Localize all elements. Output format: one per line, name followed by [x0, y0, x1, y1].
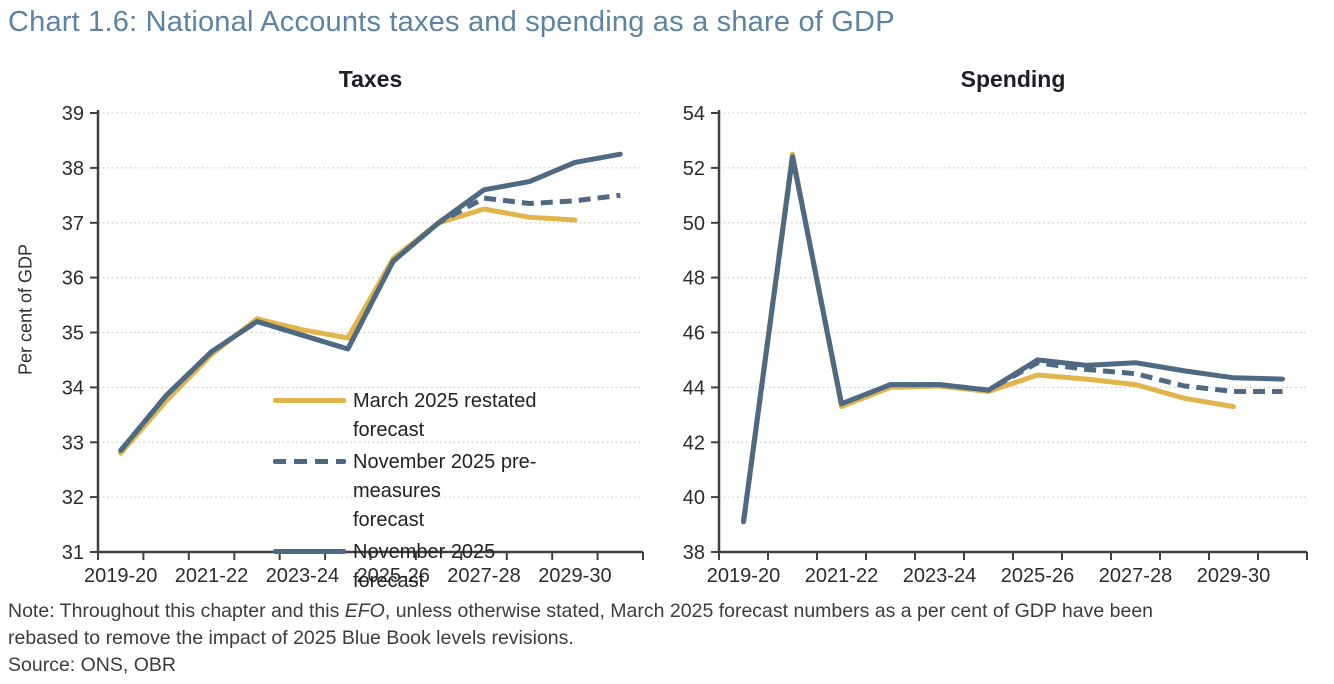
note: Note: Throughout this chapter and this E…: [8, 598, 1334, 679]
svg-text:2027-28: 2027-28: [1099, 565, 1172, 587]
svg-text:54: 54: [683, 103, 705, 125]
legend-item: November 2025 forecast: [273, 538, 618, 596]
svg-text:44: 44: [683, 377, 705, 399]
legend-solid-line-swatch: [273, 549, 346, 554]
svg-text:31: 31: [62, 542, 84, 564]
figure-title: Chart 1.6: National Accounts taxes and s…: [8, 6, 895, 38]
svg-text:50: 50: [683, 213, 705, 235]
legend-dashed-line-swatch: [273, 459, 346, 464]
svg-text:37: 37: [62, 213, 84, 235]
svg-text:38: 38: [683, 542, 705, 564]
svg-text:34: 34: [62, 377, 84, 399]
svg-text:42: 42: [683, 432, 705, 454]
svg-text:2019-20: 2019-20: [707, 565, 780, 587]
legend-item-label: November 2025 pre-measures forecast: [353, 451, 537, 531]
svg-text:52: 52: [683, 158, 705, 180]
legend-item-label: November 2025 forecast: [353, 541, 496, 592]
note-text-cont: , unless otherwise stated, March 2025 fo…: [384, 600, 1154, 622]
legend-solid-line-swatch: [273, 398, 346, 403]
legend: March 2025 restated forecast November 2025…: [273, 387, 618, 599]
svg-text:2023-24: 2023-24: [903, 565, 976, 587]
svg-text:2025-26: 2025-26: [1001, 565, 1074, 587]
svg-text:2019-20: 2019-20: [84, 565, 157, 587]
spending-chart-title: Spending: [960, 66, 1066, 92]
svg-text:46: 46: [683, 323, 705, 345]
svg-text:2021-22: 2021-22: [175, 565, 248, 587]
svg-text:36: 36: [62, 268, 84, 290]
source-line: Source: ONS, OBR: [8, 654, 176, 676]
svg-text:48: 48: [683, 268, 705, 290]
legend-item: November 2025 pre-measures forecast: [273, 448, 618, 535]
svg-text:35: 35: [62, 323, 84, 345]
svg-text:2021-22: 2021-22: [805, 565, 878, 587]
note-line2: rebased to remove the impact of 2025 Blu…: [8, 627, 574, 649]
svg-text:2025-26: 2025-26: [356, 565, 429, 587]
svg-text:39: 39: [62, 103, 84, 125]
svg-text:33: 33: [62, 432, 84, 454]
taxes-chart-title: Taxes: [338, 66, 403, 92]
legend-item: March 2025 restated forecast: [273, 387, 618, 445]
note-text: Note: Throughout this chapter and this: [8, 600, 345, 622]
svg-text:2029-30: 2029-30: [1197, 565, 1270, 587]
svg-text:38: 38: [62, 158, 84, 180]
note-efo-italic: EFO: [344, 600, 385, 622]
svg-text:2023-24: 2023-24: [266, 565, 339, 587]
svg-text:2029-30: 2029-30: [538, 565, 611, 587]
legend-item-label: March 2025 restated forecast: [353, 390, 537, 441]
svg-text:40: 40: [683, 487, 705, 509]
svg-text:2027-28: 2027-28: [447, 565, 520, 587]
svg-text:32: 32: [62, 487, 84, 509]
